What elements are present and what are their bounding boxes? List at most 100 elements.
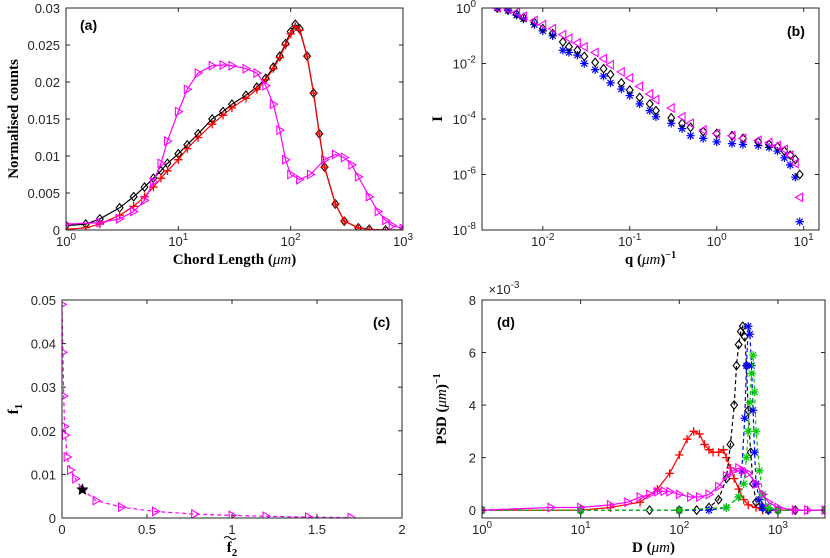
data-point-magenta-triangle-23 <box>711 128 721 139</box>
data-point-blue-star-23 <box>712 137 721 147</box>
data-point-red-plus-27 <box>320 162 329 172</box>
y-tick-label: 10-6 <box>453 166 477 183</box>
y-tick-label: 0 <box>53 223 60 238</box>
data-point-black-diamond-32 <box>795 169 804 180</box>
data-point-green-star-15 <box>764 503 773 512</box>
series-d-black-diamond <box>482 321 825 516</box>
data-point-green-star-10 <box>748 350 758 360</box>
data-point-magenta-triangle-13 <box>705 489 715 500</box>
x-axis-label-c: f2 <box>227 540 238 558</box>
y-tick-label: 100 <box>456 0 476 16</box>
data-point-magenta-triangle-16 <box>262 80 272 91</box>
data-point-red-plus-15 <box>241 94 251 103</box>
data-point-magenta-triangle-7 <box>653 486 663 497</box>
data-point-blue-star-11 <box>747 361 756 370</box>
data-point-blue-star-24 <box>727 139 737 148</box>
data-point-black-diamond-33 <box>398 224 403 230</box>
data-point-black-diamond-11 <box>591 57 600 68</box>
data-point-red-plus-31 <box>364 225 374 230</box>
data-point-red-plus-24 <box>302 51 312 61</box>
data-point-magenta-triangle-18 <box>650 94 660 105</box>
data-point-blue-star-12 <box>599 71 608 81</box>
data-point-magenta-triangle-15 <box>253 67 263 79</box>
data-point-magenta-triangle-22 <box>764 497 774 508</box>
series-d-blue-star <box>482 322 825 515</box>
data-point-magenta-triangle-13 <box>228 510 238 518</box>
y-multiplier: ×10-3 <box>489 280 520 297</box>
data-point-blue-star-25 <box>738 140 748 149</box>
data-point-blue-star-6 <box>548 31 557 40</box>
y-tick-label: 8 <box>469 293 476 308</box>
y-tick-label: 0.05 <box>31 293 56 308</box>
data-point-blue-star-32 <box>795 217 804 226</box>
data-point-magenta-triangle-4 <box>141 195 150 206</box>
y-tick-label: 10-8 <box>453 221 477 238</box>
data-point-red-plus-10 <box>183 144 192 153</box>
series-c-black-star <box>76 483 89 496</box>
panel-label-a: (a) <box>80 17 97 33</box>
x-tick-label: 102 <box>669 520 689 537</box>
data-point-magenta-triangle-16 <box>634 81 644 92</box>
data-point-blue-star-4 <box>530 20 539 29</box>
data-point-magenta-triangle-6 <box>547 23 557 34</box>
data-point-blue-star-17 <box>645 106 654 115</box>
data-point-magenta-triangle-9 <box>92 495 102 506</box>
data-point-green-star-5 <box>739 479 748 489</box>
data-point-magenta-triangle-30 <box>784 149 794 161</box>
data-point-magenta-triangle-29 <box>374 206 384 217</box>
data-point-black-diamond-10 <box>732 360 741 371</box>
data-point-magenta-triangle-31 <box>388 220 398 230</box>
x-tick-label: 10-2 <box>531 232 555 249</box>
series-line-magenta-triangle <box>482 467 825 511</box>
data-point-blue-star-9 <box>744 322 753 331</box>
data-point-blue-star-1 <box>503 8 513 15</box>
data-point-black-diamond-31 <box>365 224 374 230</box>
x-tick-label: 103 <box>393 232 413 249</box>
data-point-magenta-triangle-13 <box>605 59 614 70</box>
series-a-red-plus <box>66 22 403 230</box>
data-point-magenta-triangle-26 <box>752 135 762 146</box>
data-point-magenta-triangle-11 <box>208 60 218 71</box>
data-point-red-plus-22 <box>291 22 300 31</box>
series-line-green-star <box>482 355 825 511</box>
data-point-red-plus-13 <box>714 448 723 457</box>
data-point-green-star-7 <box>744 427 753 436</box>
data-point-black-diamond-6 <box>714 494 723 505</box>
data-point-magenta-triangle-1 <box>62 348 69 356</box>
x-tick-label: 0 <box>58 522 65 537</box>
data-point-blue-star-10 <box>580 59 589 68</box>
data-point-black-diamond-7 <box>558 36 567 47</box>
panel-b: 10-2 10-1 100 101 100 10-2 10-4 10-6 10-8 (b) q (μ… <box>430 0 820 268</box>
data-point-blue-star-27 <box>764 143 774 152</box>
data-point-magenta-triangle-19 <box>665 102 675 114</box>
data-point-magenta-triangle-20 <box>752 478 762 490</box>
y-tick-label: 10-2 <box>453 55 477 72</box>
data-point-magenta-triangle-2 <box>511 8 521 18</box>
data-point-blue-star-18 <box>651 112 661 122</box>
plot-area-b <box>492 8 804 226</box>
y-tick-label: 0.02 <box>31 424 56 439</box>
axes-box-d <box>481 299 826 519</box>
data-point-magenta-triangle-24 <box>726 130 736 141</box>
data-point-magenta-triangle-7 <box>557 29 567 40</box>
data-point-magenta-triangle-14 <box>262 511 272 518</box>
plot-area-c <box>62 301 357 518</box>
data-point-magenta-triangle-11 <box>687 491 696 503</box>
y-tick-label: 10-4 <box>453 110 477 127</box>
x-tick-label: 100 <box>56 232 76 249</box>
y-tick-label: 0.005 <box>27 186 60 201</box>
x-tick-label: 100 <box>472 520 492 537</box>
data-point-red-plus-25 <box>309 88 318 98</box>
data-point-black-diamond-16 <box>635 92 644 103</box>
y-tick-label: 0 <box>469 503 476 518</box>
data-point-magenta-triangle-2 <box>116 213 125 225</box>
data-point-magenta-triangle-27 <box>763 137 773 148</box>
series-line-black-diamond <box>482 324 825 511</box>
data-point-black-diamond-14 <box>617 77 626 88</box>
data-point-magenta-triangle-0 <box>66 220 72 228</box>
series-d-red-plus <box>482 427 825 515</box>
data-point-magenta-triangle-0 <box>492 8 501 14</box>
data-point-magenta-triangle-30 <box>382 215 391 226</box>
data-point-green-star-8 <box>745 398 755 407</box>
data-point-red-plus-10 <box>700 440 709 449</box>
